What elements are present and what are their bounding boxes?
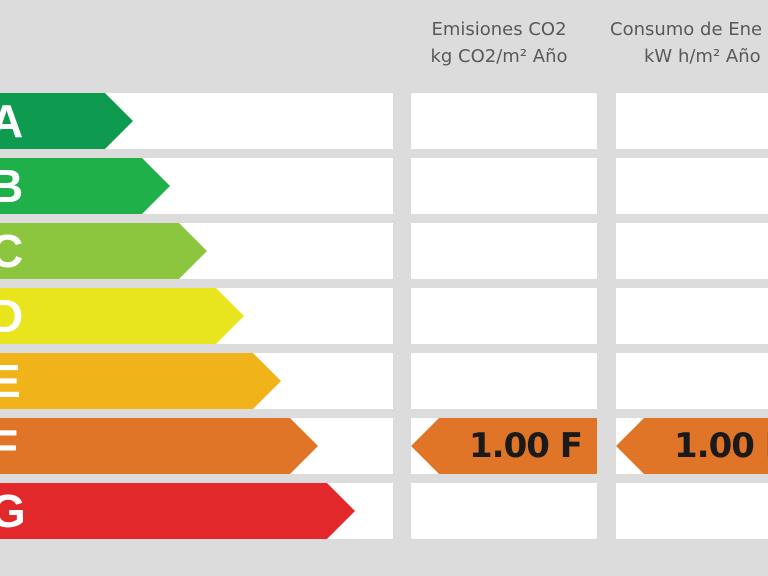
rating-arrow-f: F (0, 418, 318, 474)
rating-arrow-b: B (0, 158, 170, 214)
consumption-cell (616, 158, 768, 214)
rating-letter: B (0, 160, 24, 212)
consumption-cell (616, 93, 768, 149)
rating-letter: D (0, 290, 24, 342)
emissions-cell (411, 93, 597, 149)
rating-row-g: G (0, 483, 768, 539)
rating-arrow-d: D (0, 288, 244, 344)
rating-arrow-c: C (0, 223, 207, 279)
emissions-cell (411, 158, 597, 214)
consumption-header-title: Consumo de Ene (610, 19, 763, 40)
rating-row-f: F 1.00 F 1.00 F (0, 418, 768, 474)
rating-arrow-a: A (0, 93, 133, 149)
rating-row-b: B (0, 158, 768, 214)
rating-row-a: A (0, 93, 768, 149)
emissions-cell (411, 288, 597, 344)
rating-arrow-e: E (0, 353, 281, 409)
rating-letter: F (0, 420, 19, 472)
rating-letter: G (0, 485, 26, 537)
rating-letter: E (0, 355, 21, 407)
rating-arrow-g: G (0, 483, 355, 539)
consumption-cell (616, 223, 768, 279)
consumption-indicator-value: 1.00 F (674, 426, 768, 466)
consumption-cell (616, 288, 768, 344)
consumption-cell (616, 353, 768, 409)
consumption-cell (616, 483, 768, 539)
emissions-indicator-value: 1.00 F (469, 426, 583, 466)
rating-letter: C (0, 225, 24, 277)
consumption-header: Consumo de Ene kW h/m² Año (606, 16, 768, 70)
rating-row-d: D (0, 288, 768, 344)
emissions-header-title: Emisiones CO2 (431, 19, 567, 40)
emissions-indicator: 1.00 F (411, 418, 597, 474)
emissions-cell (411, 353, 597, 409)
consumption-header-unit: kW h/m² Año (644, 46, 761, 67)
rating-row-e: E (0, 353, 768, 409)
emissions-cell (411, 483, 597, 539)
emissions-header-unit: kg CO2/m² Año (430, 46, 568, 67)
rating-letter: A (0, 95, 24, 147)
emissions-cell (411, 223, 597, 279)
rating-row-c: C (0, 223, 768, 279)
emissions-header: Emisiones CO2 kg CO2/m² Año (412, 16, 586, 70)
consumption-indicator: 1.00 F (616, 418, 768, 474)
